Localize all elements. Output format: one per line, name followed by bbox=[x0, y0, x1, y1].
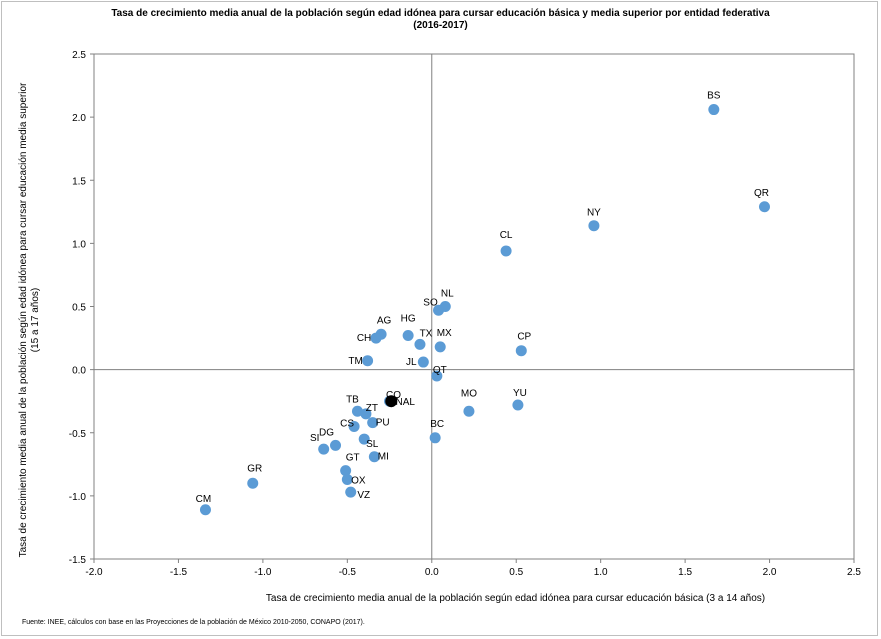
x-tick-label: -2.0 bbox=[85, 567, 103, 578]
y-tick-label: 1.0 bbox=[72, 239, 86, 250]
x-tick-label: 0.5 bbox=[509, 567, 523, 578]
point-gt bbox=[340, 465, 352, 477]
point-label-cp: CP bbox=[517, 332, 531, 343]
point-ch bbox=[370, 332, 382, 344]
point-nal bbox=[385, 395, 398, 408]
y-tick-label: 2.0 bbox=[72, 113, 86, 124]
point-label-yu: YU bbox=[513, 388, 527, 399]
x-tick-label: 2.5 bbox=[847, 567, 861, 578]
point-label-si: SI bbox=[310, 433, 319, 444]
point-mo bbox=[463, 405, 475, 417]
point-label-ny: NY bbox=[587, 208, 601, 219]
x-tick-label: 1.5 bbox=[678, 567, 692, 578]
y-tick-label: 2.5 bbox=[72, 50, 86, 61]
point-label-ox: OX bbox=[351, 475, 366, 486]
point-label-cs: CS bbox=[340, 418, 354, 429]
y-tick-label: 0.5 bbox=[72, 303, 86, 314]
point-so bbox=[433, 304, 445, 316]
chart-title-line1: Tasa de crecimiento media anual de la po… bbox=[111, 8, 770, 19]
y-tick-label: -1.0 bbox=[69, 492, 87, 503]
point-label-cl: CL bbox=[500, 230, 513, 241]
source-note: Fuente: INEE, cálculos con base en las P… bbox=[22, 619, 365, 626]
point-label-so: SO bbox=[423, 297, 438, 308]
point-label-mx: MX bbox=[437, 328, 452, 339]
chart-title: Tasa de crecimiento media anual de la po… bbox=[0, 8, 881, 32]
point-label-pu: PU bbox=[376, 418, 390, 429]
point-label-tb: TB bbox=[346, 394, 359, 405]
point-label-hg: HG bbox=[401, 314, 416, 325]
point-label-gt: GT bbox=[346, 453, 360, 464]
point-label-mi: MI bbox=[378, 452, 389, 463]
y-tick-label: 0.0 bbox=[72, 366, 86, 377]
point-label-nl: NL bbox=[441, 289, 454, 300]
point-ox bbox=[341, 473, 353, 485]
y-tick-label: -0.5 bbox=[69, 429, 87, 440]
point-label-nal: NAL bbox=[396, 397, 416, 408]
y-tick-label: 1.5 bbox=[72, 176, 86, 187]
y-tick-label: -1.5 bbox=[69, 555, 87, 566]
point-qr bbox=[758, 201, 770, 213]
point-tb bbox=[351, 405, 363, 417]
point-label-qr: QR bbox=[754, 188, 769, 199]
x-tick-label: -1.0 bbox=[254, 567, 272, 578]
point-label-bs: BS bbox=[707, 91, 721, 102]
x-tick-label: 1.0 bbox=[594, 567, 608, 578]
point-label-jl: JL bbox=[406, 357, 417, 368]
plot-area-border bbox=[93, 53, 855, 560]
x-tick-label: 0.0 bbox=[425, 567, 439, 578]
point-hg bbox=[402, 330, 414, 342]
point-cm bbox=[199, 504, 211, 516]
point-label-dg: DG bbox=[319, 427, 334, 438]
point-tm bbox=[362, 355, 374, 367]
point-bs bbox=[708, 104, 720, 116]
point-mi bbox=[368, 451, 380, 463]
point-label-vz: VZ bbox=[357, 490, 370, 501]
point-label-tx: TX bbox=[420, 328, 433, 339]
point-label-gr: GR bbox=[247, 463, 262, 474]
point-vz bbox=[345, 486, 357, 498]
point-label-ch: CH bbox=[357, 333, 371, 344]
point-cp bbox=[515, 345, 527, 357]
point-cs bbox=[348, 420, 360, 432]
point-si bbox=[318, 443, 330, 455]
point-dg bbox=[330, 439, 342, 451]
x-tick-label: 2.0 bbox=[763, 567, 777, 578]
point-qt bbox=[431, 370, 443, 382]
point-mx bbox=[434, 341, 446, 353]
point-label-ag: AG bbox=[377, 315, 392, 326]
point-label-qt: QT bbox=[433, 365, 447, 376]
point-label-co: CO bbox=[386, 390, 401, 401]
point-ny bbox=[588, 220, 600, 232]
point-bc bbox=[429, 432, 441, 444]
tick-labels-group: -2.0 -1.5 -1.0 -0.5 0.0 0.5 1.0 1.5 2.0 2.52.52.0… bbox=[69, 50, 862, 578]
point-gr bbox=[247, 477, 259, 489]
point-label-sl: SL bbox=[366, 439, 379, 450]
point-sl bbox=[358, 433, 370, 445]
x-axis-label: Tasa de crecimiento media anual de la po… bbox=[265, 593, 766, 604]
x-tick-label: -1.5 bbox=[170, 567, 188, 578]
point-label-tm: TM bbox=[348, 356, 362, 367]
point-yu bbox=[512, 399, 524, 411]
point-tx bbox=[414, 338, 426, 350]
point-label-mo: MO bbox=[461, 388, 477, 399]
x-tick-label: -0.5 bbox=[339, 567, 357, 578]
point-label-bc: BC bbox=[430, 419, 444, 430]
point-jl bbox=[417, 356, 429, 368]
point-label-cm: CM bbox=[196, 494, 212, 505]
point-cl bbox=[500, 245, 512, 257]
point-zt bbox=[360, 408, 372, 420]
point-pu bbox=[367, 417, 379, 429]
axes-group bbox=[93, 53, 855, 560]
point-label-zt: ZT bbox=[366, 403, 378, 414]
chart-title-line2: (2016-2017) bbox=[413, 20, 468, 31]
